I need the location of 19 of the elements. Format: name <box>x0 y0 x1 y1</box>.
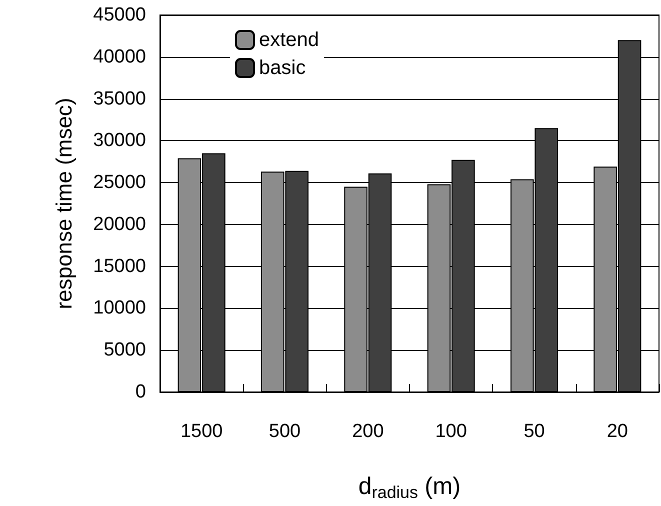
legend-label: basic <box>259 57 306 79</box>
y-tick-label: 20000 <box>93 214 146 235</box>
x-tick-label: 200 <box>352 421 384 442</box>
y-tick-label: 0 <box>135 382 146 402</box>
y-tick-label: 15000 <box>93 256 146 277</box>
x-tick-label: 20 <box>606 421 628 442</box>
y-tick-label: 5000 <box>104 340 146 361</box>
y-tick-label: 30000 <box>93 130 146 152</box>
y-tick-label: 35000 <box>93 88 146 110</box>
y-tick-label: 40000 <box>93 46 146 68</box>
legend-label: extend <box>259 29 320 51</box>
x-tick-label: 500 <box>268 421 301 442</box>
y-tick-label: 45000 <box>93 4 146 26</box>
x-tick-label: 1500 <box>180 421 223 442</box>
x-tick-label: 100 <box>435 421 467 442</box>
y-tick-label: 10000 <box>93 298 146 319</box>
y-tick-label: 25000 <box>93 172 146 194</box>
x-tick-label: 50 <box>524 421 545 442</box>
y-axis-title: response time (msec) <box>52 98 76 310</box>
